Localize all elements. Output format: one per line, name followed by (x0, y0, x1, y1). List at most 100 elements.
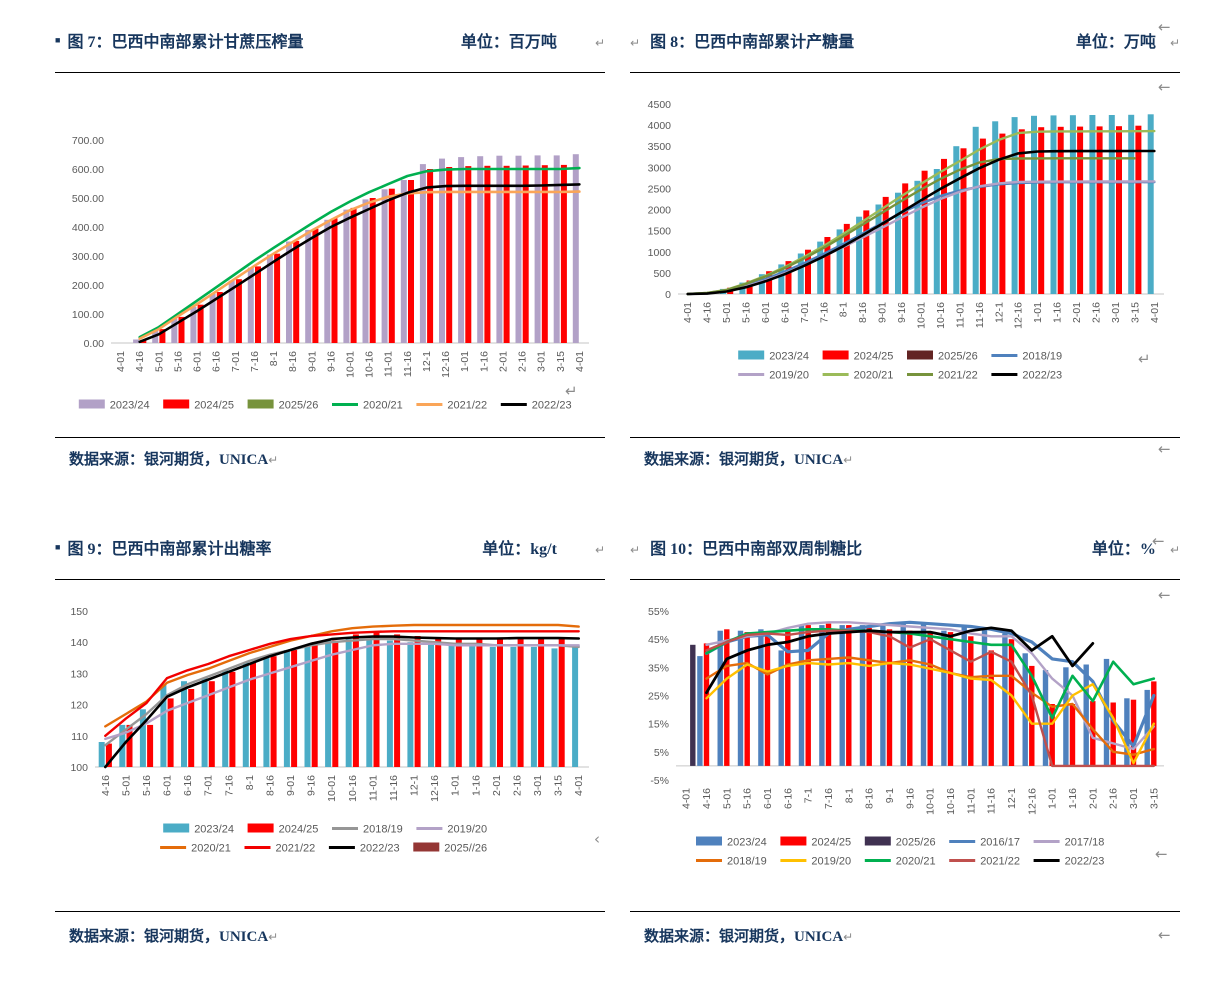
svg-text:140: 140 (70, 637, 88, 649)
list-bullet-icon: ■ (55, 35, 61, 45)
svg-text:1-01: 1-01 (1032, 302, 1044, 323)
svg-text:8-1: 8-1 (268, 351, 280, 366)
chart-figure-8: 0 500 1000 1500 2000 2500 3000 3500 4000 4500 4-01… (648, 99, 1164, 382)
svg-text:9-1: 9-1 (884, 788, 896, 803)
figure-10-title-row: ↵ 图 10：巴西中南部双周制糖比 单位：% ↵ (630, 535, 1180, 559)
svg-text:6-16: 6-16 (211, 351, 223, 372)
svg-text:3-15: 3-15 (1129, 302, 1141, 323)
svg-text:500: 500 (653, 268, 671, 280)
svg-text:2021/22: 2021/22 (938, 370, 978, 382)
return-mark-icon: ↵ (268, 453, 279, 467)
svg-text:35%: 35% (648, 662, 669, 674)
svg-text:6-16: 6-16 (782, 788, 794, 809)
svg-text:5%: 5% (654, 747, 669, 759)
source-text: 数据来源：银河期货，UNICA (644, 452, 844, 468)
source-text: 数据来源：银河期货，UNICA (69, 929, 269, 945)
svg-text:2000: 2000 (648, 205, 672, 217)
svg-text:4-01: 4-01 (1149, 302, 1161, 323)
svg-text:2020/21: 2020/21 (363, 400, 403, 412)
return-mark-icon: ↵ (594, 36, 605, 50)
svg-text:4-16: 4-16 (100, 775, 112, 796)
svg-text:12-1: 12-1 (993, 302, 1005, 323)
svg-text:150: 150 (70, 606, 88, 618)
svg-text:120: 120 (70, 700, 88, 712)
svg-text:12-1: 12-1 (421, 351, 433, 372)
svg-text:2024/25: 2024/25 (854, 351, 894, 363)
figure-9-title-row: ■ 图 9：巴西中南部累计出糖率 单位：kg/t ↵ (55, 535, 605, 559)
svg-text:8-16: 8-16 (287, 351, 299, 372)
svg-text:9-16: 9-16 (306, 775, 318, 796)
svg-text:5-01: 5-01 (153, 351, 165, 372)
svg-text:12-1: 12-1 (409, 775, 421, 796)
svg-text:2021/22: 2021/22 (447, 400, 487, 412)
source-text: 数据来源：银河期货，UNICA (69, 452, 269, 468)
svg-text:2024/25: 2024/25 (811, 837, 851, 849)
svg-text:2-01: 2-01 (1087, 788, 1099, 809)
svg-text:4-16: 4-16 (134, 351, 146, 372)
svg-text:2023/24: 2023/24 (194, 824, 234, 836)
figure-9-title: 图 9：巴西中南部累计出糖率 (67, 541, 272, 558)
svg-text:500.00: 500.00 (72, 193, 104, 205)
svg-text:2-16: 2-16 (1108, 788, 1120, 809)
return-mark-icon: ↵ (630, 36, 641, 50)
svg-text:3-01: 3-01 (1128, 788, 1140, 809)
figure-9-unit-label: 单位：kg/t (482, 541, 557, 558)
svg-text:9-01: 9-01 (285, 775, 297, 796)
svg-text:8-16: 8-16 (264, 775, 276, 796)
list-bullet-icon: ■ (55, 542, 61, 552)
svg-text:2-01: 2-01 (497, 351, 509, 372)
figure-8-source: 数据来源：银河期货，UNICA↵ (644, 448, 853, 469)
svg-text:9-16: 9-16 (904, 788, 916, 809)
svg-text:2025//26: 2025//26 (444, 843, 487, 855)
svg-text:4-01: 4-01 (574, 351, 586, 372)
svg-text:25%: 25% (648, 691, 669, 703)
svg-text:1-16: 1-16 (470, 775, 482, 796)
svg-text:2025/26: 2025/26 (896, 837, 936, 849)
svg-text:15%: 15% (648, 719, 669, 731)
svg-text:12-16: 12-16 (1026, 788, 1038, 815)
svg-text:2022/23: 2022/23 (1065, 856, 1105, 868)
svg-text:4-01: 4-01 (573, 775, 585, 796)
svg-text:11-16: 11-16 (402, 351, 414, 377)
return-mark-icon: ↵ (843, 453, 854, 467)
return-mark: ↵ (1138, 350, 1151, 368)
svg-text:2025/26: 2025/26 (938, 351, 978, 363)
svg-text:2018/19: 2018/19 (727, 856, 767, 868)
svg-text:10-16: 10-16 (935, 302, 947, 329)
svg-text:55%: 55% (648, 606, 669, 618)
svg-text:1-16: 1-16 (478, 351, 490, 372)
figure-8-top-rule (630, 72, 1180, 73)
svg-text:2022/23: 2022/23 (1022, 370, 1062, 382)
svg-text:2021/22: 2021/22 (980, 856, 1020, 868)
return-mark-icon: ↵ (1169, 36, 1180, 50)
svg-text:10-01: 10-01 (345, 351, 357, 378)
svg-text:5-16: 5-16 (172, 351, 184, 372)
svg-text:11-01: 11-01 (367, 775, 379, 801)
svg-text:8-1: 8-1 (244, 775, 256, 790)
figure-9-top-rule (55, 579, 605, 580)
svg-text:5-01: 5-01 (721, 788, 733, 809)
svg-text:4-01: 4-01 (682, 302, 694, 323)
figure-9-bottom-rule (55, 911, 605, 912)
svg-text:2025/26: 2025/26 (279, 400, 319, 412)
svg-text:11-01: 11-01 (954, 302, 966, 328)
svg-text:3-15: 3-15 (555, 351, 567, 372)
chart-figure-10: -5% 5% 15% 25% 35% 45% 55% 4-01 4-16 5-01 5-16 6-01… (648, 606, 1164, 868)
figure-7-title: 图 7：巴西中南部累计甘蔗压榨量 (67, 34, 304, 51)
svg-text:4-16: 4-16 (702, 302, 714, 323)
svg-text:5-16: 5-16 (741, 302, 753, 323)
svg-text:10-16: 10-16 (347, 775, 359, 802)
svg-text:110: 110 (71, 731, 88, 743)
return-mark-icon: ↵ (843, 930, 854, 944)
svg-text:1-16: 1-16 (1052, 302, 1064, 323)
svg-text:4500: 4500 (648, 99, 672, 111)
figure-9-source: 数据来源：银河期货，UNICA↵ (69, 925, 278, 946)
svg-text:700.00: 700.00 (72, 135, 104, 147)
svg-text:2020/21: 2020/21 (896, 856, 936, 868)
figure-7-source: 数据来源：银河期货，UNICA↵ (69, 448, 278, 469)
svg-text:7-16: 7-16 (823, 788, 835, 809)
svg-text:10-01: 10-01 (326, 775, 338, 802)
svg-text:1-01: 1-01 (450, 775, 462, 796)
svg-text:3-01: 3-01 (1110, 302, 1122, 323)
